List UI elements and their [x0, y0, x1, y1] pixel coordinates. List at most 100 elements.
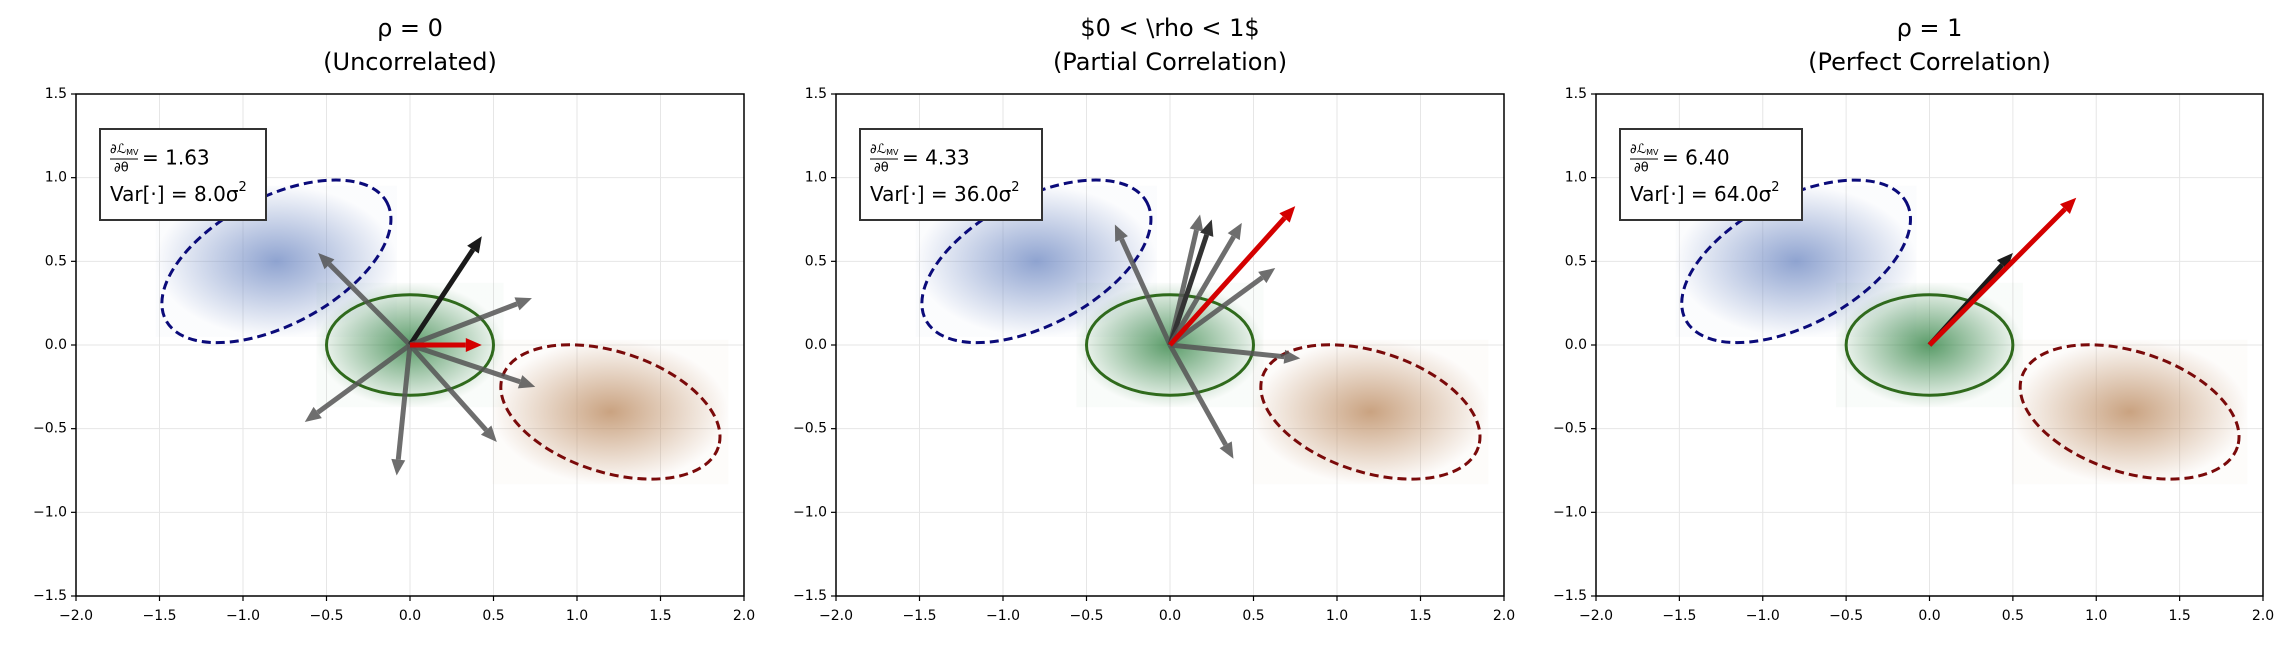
- arrow-shaft: [1119, 238, 1173, 347]
- arrow-head: [1200, 219, 1214, 237]
- annotation-numerator: ∂ℒMV: [1630, 142, 1659, 157]
- arrow: [408, 343, 497, 443]
- arrow-head: [1996, 252, 2013, 270]
- arrow-head: [480, 425, 497, 443]
- arrow-head: [318, 252, 335, 270]
- arrow-head: [1189, 214, 1204, 232]
- arrow: [410, 338, 482, 352]
- arrow: [1167, 219, 1214, 346]
- numerator: ∂ℒ: [870, 142, 886, 157]
- arrow-head: [465, 338, 482, 352]
- y-tick-label: 1.5: [805, 86, 827, 102]
- x-tick-label: 1.0: [566, 608, 588, 624]
- arrow-head: [2059, 197, 2077, 215]
- x-tick-label: 2.0: [2252, 608, 2274, 624]
- arrow-shaft: [408, 343, 489, 432]
- arrow-shaft: [1169, 342, 1285, 360]
- axes-frame: [75, 93, 745, 597]
- ellipse: [1844, 293, 2015, 397]
- x-tick-label: 0.5: [2002, 608, 2024, 624]
- annotation-variance: Var[·] = 36.0σ2: [870, 180, 1020, 206]
- x-tick-label: −1.0: [1746, 608, 1780, 624]
- subscript: MV: [126, 148, 139, 157]
- y-tick-label: −0.5: [1553, 421, 1587, 437]
- numerator: ∂ℒ: [110, 142, 126, 157]
- annotation-variance: Var[·] = 64.0σ2: [1630, 180, 1780, 206]
- ellipse: [499, 343, 722, 481]
- arrow: [1169, 342, 1301, 364]
- y-tick-label: 1.0: [45, 170, 67, 186]
- x-tick-label: −2.0: [1579, 608, 1613, 624]
- chart-subtitle: (Uncorrelated): [323, 48, 497, 76]
- arrow-head: [514, 297, 532, 311]
- chart-title: ρ = 0: [377, 14, 443, 42]
- y-tick-label: −1.5: [1553, 588, 1587, 604]
- arrow: [1168, 206, 1296, 347]
- y-tick-label: −1.5: [793, 588, 827, 604]
- x-tick-label: −2.0: [59, 608, 93, 624]
- x-tick-label: −0.5: [1070, 608, 1104, 624]
- arrow-head: [1283, 349, 1301, 364]
- arrow-shaft: [407, 248, 476, 347]
- arrow-head: [304, 406, 322, 422]
- annotation-numerator: ∂ℒMV: [110, 142, 139, 157]
- x-tick-label: 0.0: [1159, 608, 1181, 624]
- x-tick-label: 0.0: [399, 608, 421, 624]
- arrow-shaft: [409, 342, 521, 385]
- y-tick-label: −1.0: [793, 504, 827, 520]
- x-tick-label: −1.5: [143, 608, 177, 624]
- x-tick-label: 1.0: [1326, 608, 1348, 624]
- arrow-head: [467, 236, 482, 254]
- density-blob: [492, 339, 729, 485]
- subscript: MV: [1646, 148, 1659, 157]
- arrow-shaft: [1167, 343, 1228, 447]
- annotation-variance: Var[·] = 8.0σ2: [110, 180, 247, 206]
- annotation-gradient: = 4.33: [902, 146, 970, 170]
- arrow: [1167, 343, 1234, 459]
- chart-title: ρ = 1: [1897, 14, 1963, 42]
- arrow-shaft: [316, 342, 412, 415]
- annotation-denominator: ∂θ: [114, 161, 129, 176]
- superscript: 2: [1771, 180, 1779, 195]
- ellipse: [1259, 343, 1482, 481]
- y-tick-label: 1.5: [1565, 86, 1587, 102]
- x-tick-label: −1.5: [903, 608, 937, 624]
- x-tick-label: 1.5: [1409, 608, 1431, 624]
- arrow-head: [1279, 206, 1296, 223]
- arrow: [1114, 224, 1173, 347]
- arrow-shaft: [1167, 233, 1210, 346]
- axes-frame: [1595, 93, 2264, 597]
- x-tick-label: 2.0: [1493, 608, 1515, 624]
- annotation-denominator: ∂θ: [874, 161, 889, 176]
- x-tick-label: −0.5: [310, 608, 344, 624]
- y-tick-label: 0.0: [45, 337, 67, 353]
- superscript: 2: [1011, 180, 1019, 195]
- y-tick-label: 1.0: [1565, 170, 1587, 186]
- ellipse: [1085, 293, 1255, 397]
- numerator: ∂ℒ: [1630, 142, 1646, 157]
- arrow-shaft: [1167, 235, 1236, 347]
- x-tick-label: 2.0: [733, 608, 755, 624]
- y-tick-label: −1.5: [33, 588, 67, 604]
- arrow: [409, 297, 532, 348]
- arrow-shaft: [1168, 216, 1287, 347]
- x-tick-label: 0.5: [482, 608, 504, 624]
- y-tick-label: 1.5: [45, 86, 67, 102]
- superscript: 2: [239, 180, 247, 195]
- density-blob: [2011, 339, 2248, 485]
- variance-text: Var[·] = 8.0σ: [110, 182, 239, 206]
- x-tick-label: −2.0: [819, 608, 853, 624]
- arrow: [391, 344, 413, 476]
- arrow-head: [1219, 441, 1234, 459]
- arrow-shaft: [395, 344, 413, 460]
- y-tick-label: 0.5: [805, 253, 827, 269]
- chart-subtitle: (Partial Correlation): [1053, 48, 1287, 76]
- annotation-box: [1619, 128, 1803, 221]
- y-tick-label: 0.0: [1565, 337, 1587, 353]
- arrow-head: [1258, 268, 1276, 284]
- y-tick-label: −0.5: [33, 421, 67, 437]
- arrow: [1167, 222, 1242, 347]
- arrow-head: [391, 458, 406, 476]
- arrow-head: [517, 375, 536, 389]
- x-tick-label: −1.5: [1662, 608, 1696, 624]
